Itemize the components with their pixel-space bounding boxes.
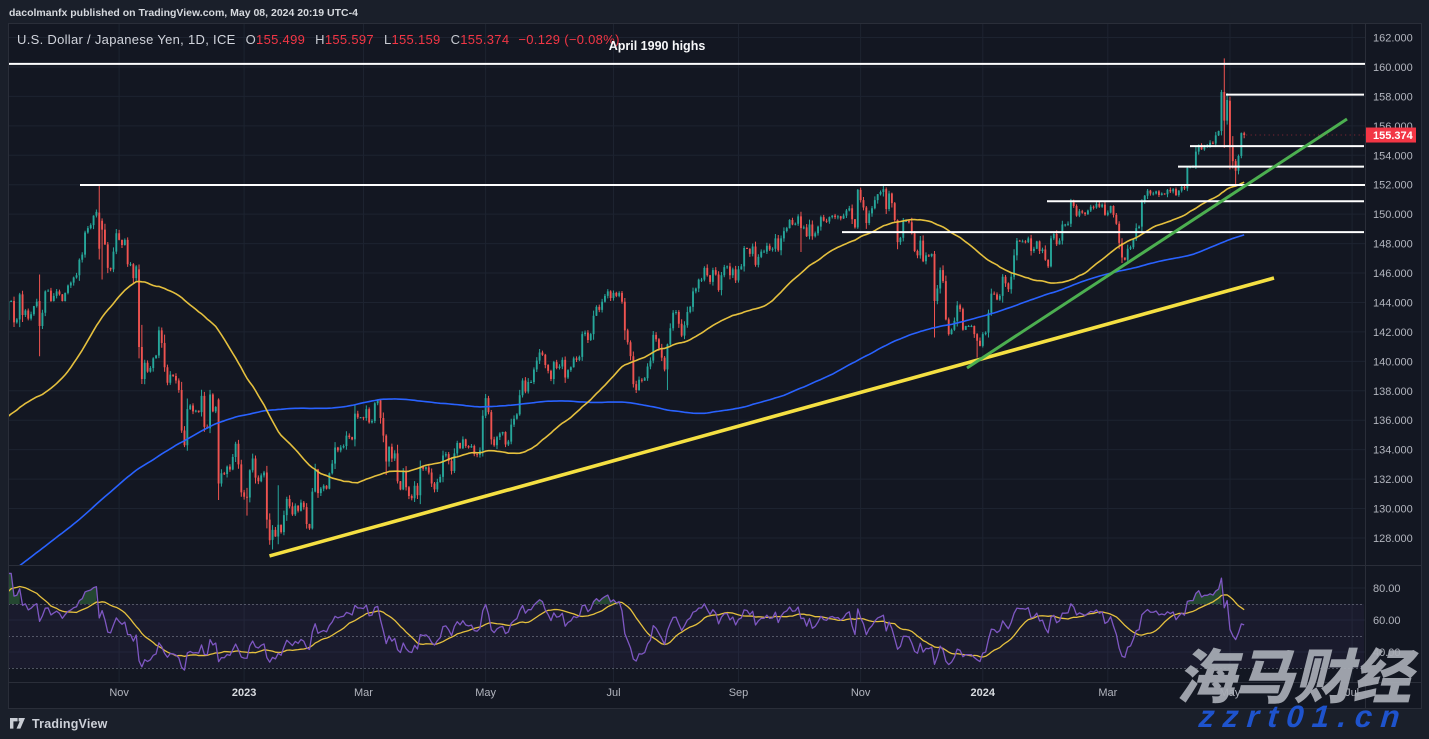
horizontal-lines-layer — [9, 62, 1365, 234]
svg-text:146.000: 146.000 — [1373, 268, 1413, 280]
legend-close: C155.374 — [450, 31, 510, 47]
svg-text:155.374: 155.374 — [1373, 130, 1414, 142]
svg-text:132.000: 132.000 — [1373, 474, 1413, 486]
down-wicks — [13, 58, 1245, 545]
svg-text:138.000: 138.000 — [1373, 386, 1413, 398]
candles-layer — [9, 58, 1246, 550]
svg-text:Nov: Nov — [851, 687, 871, 699]
svg-text:Jul: Jul — [1345, 687, 1359, 699]
svg-text:Mar: Mar — [354, 687, 373, 699]
svg-text:May: May — [1220, 687, 1241, 699]
up-bodies — [9, 91, 1243, 540]
overlay-ma-layer — [9, 181, 1245, 565]
svg-text:148.000: 148.000 — [1373, 239, 1413, 251]
legend-open: O155.499 — [245, 31, 306, 47]
svg-text:40.00: 40.00 — [1373, 647, 1401, 659]
svg-text:140.000: 140.000 — [1373, 356, 1413, 368]
rsi-band — [9, 604, 1364, 668]
svg-text:136.000: 136.000 — [1373, 415, 1413, 427]
svg-text:128.000: 128.000 — [1373, 533, 1413, 545]
trendlines-layer — [269, 117, 1348, 558]
svg-text:May: May — [475, 687, 496, 699]
svg-text:150.000: 150.000 — [1373, 209, 1413, 221]
price-axis[interactable]: 128.000 130.000 132.000 134.000 136.000 138.0… — [1373, 33, 1413, 660]
svg-text:130.000: 130.000 — [1373, 504, 1413, 516]
time-axis[interactable]: Nov 2023 Mar May Jul Sep Nov 2024 Mar May Jul — [109, 687, 1359, 699]
sma-slow-blue — [19, 234, 1245, 565]
svg-text:154.000: 154.000 — [1373, 150, 1413, 162]
legend: U.S. Dollar / Japanese Yen, 1D, ICE O155… — [17, 31, 620, 47]
svg-text:Sep: Sep — [729, 687, 749, 699]
svg-text:2024: 2024 — [971, 687, 996, 699]
down-bodies — [13, 91, 1246, 541]
svg-text:160.000: 160.000 — [1373, 62, 1413, 74]
tradingview-logo-icon[interactable] — [10, 717, 25, 731]
last-price-tag: 155.374 — [1366, 127, 1416, 143]
tradingview-brand-text[interactable]: TradingView — [32, 717, 108, 731]
grid-vertical — [118, 23, 1353, 682]
legend-high: H155.597 — [315, 31, 374, 47]
annotation-april-1990-highs: April 1990 highs — [608, 39, 706, 53]
yellow-support-line — [269, 276, 1275, 558]
sma-fast-yellow — [9, 181, 1245, 484]
svg-text:152.000: 152.000 — [1373, 180, 1413, 192]
grid-horizontal — [8, 37, 1365, 653]
svg-text:Jul: Jul — [606, 687, 620, 699]
legend-low: L155.159 — [383, 31, 441, 47]
attribution-text: dacolmanfx published on TradingView.com,… — [9, 7, 358, 19]
svg-text:142.000: 142.000 — [1373, 327, 1413, 339]
svg-text:162.000: 162.000 — [1373, 33, 1413, 45]
green-steep-support-line — [966, 117, 1348, 370]
legend-change: −0.129 (−0.08%) — [518, 31, 620, 47]
legend-symbol: U.S. Dollar / Japanese Yen, 1D, ICE — [17, 31, 236, 47]
svg-text:144.000: 144.000 — [1373, 297, 1413, 309]
svg-text:158.000: 158.000 — [1373, 91, 1413, 103]
svg-text:80.00: 80.00 — [1373, 583, 1401, 595]
up-wicks — [10, 89, 1242, 550]
svg-text:134.000: 134.000 — [1373, 445, 1413, 457]
chart-background — [8, 23, 1421, 708]
svg-text:60.00: 60.00 — [1373, 615, 1401, 627]
svg-text:Mar: Mar — [1098, 687, 1117, 699]
svg-text:2023: 2023 — [232, 687, 256, 699]
rsi-pane — [9, 572, 1364, 671]
svg-text:Nov: Nov — [109, 687, 129, 699]
footer-bar: TradingView — [0, 709, 1429, 739]
